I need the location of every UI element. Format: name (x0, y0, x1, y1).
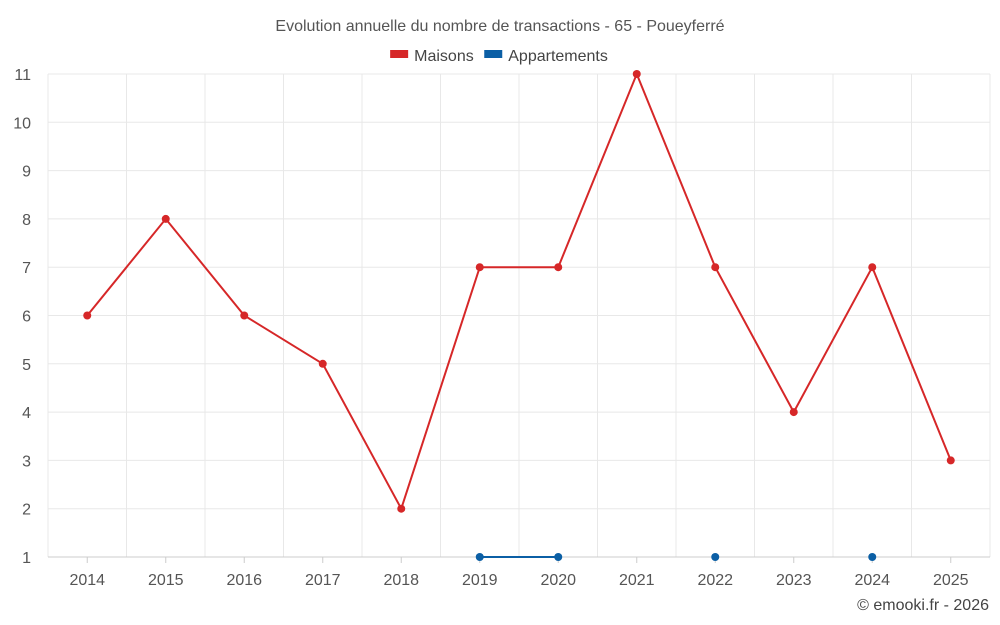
data-point[interactable] (83, 311, 92, 320)
data-point[interactable] (711, 263, 720, 272)
x-tick-label: 2023 (776, 572, 812, 589)
data-point[interactable] (554, 263, 563, 272)
grid (47, 73, 991, 557)
y-tick-label: 7 (22, 260, 31, 277)
y-tick-label: 3 (22, 453, 31, 470)
data-point[interactable] (711, 553, 720, 561)
axes: 1 2 3 4 5 6 7 8 9 10 11 2014 2015 2016 2017 2018 2019 202… (13, 67, 990, 589)
x-tick-label: 2015 (148, 572, 184, 589)
y-tick-label: 11 (14, 67, 31, 84)
data-point[interactable] (868, 553, 877, 561)
legend-label: Appartements (508, 48, 608, 65)
data-point[interactable] (946, 456, 955, 465)
legend-item[interactable]: Appartements (484, 48, 608, 65)
x-tick-label: 2020 (540, 572, 576, 589)
chart-title: Evolution annuelle du nombre de transact… (275, 18, 724, 35)
data-point[interactable] (868, 263, 877, 272)
x-tick-label: 2018 (383, 572, 419, 589)
series-line (86, 71, 952, 512)
data-point[interactable] (554, 553, 563, 561)
x-tick-label: 2017 (305, 572, 341, 589)
data-point[interactable] (789, 408, 798, 417)
x-tick-label: 2022 (697, 572, 733, 589)
data-point[interactable] (475, 263, 484, 272)
legend-item[interactable]: Maisons (390, 48, 474, 65)
y-tick-label: 6 (22, 309, 31, 326)
y-tick-label: 5 (22, 357, 31, 374)
x-tick-label: 2025 (933, 572, 969, 589)
x-tick-label: 2021 (619, 572, 655, 589)
x-tick-label: 2016 (226, 572, 262, 589)
y-tick-label: 10 (13, 115, 31, 132)
credit-text: © emooki.fr - 2026 (857, 597, 989, 614)
y-tick-label: 2 (22, 502, 31, 519)
series-appartements (475, 553, 877, 561)
legend-swatch (484, 50, 503, 58)
data-point[interactable] (240, 311, 249, 320)
legend-label: Maisons (414, 48, 474, 65)
data-point[interactable] (161, 214, 170, 223)
series-maisons (83, 70, 955, 513)
y-tick-label: 1 (22, 550, 31, 567)
legend: Maisons Appartements (390, 48, 608, 65)
x-tick-label: 2014 (69, 572, 105, 589)
x-tick-label: 2024 (854, 572, 890, 589)
y-tick-label: 8 (22, 212, 31, 229)
data-point[interactable] (632, 70, 641, 78)
series-layer (83, 70, 955, 561)
y-tick-label: 4 (22, 405, 31, 422)
data-point[interactable] (318, 359, 327, 368)
data-point[interactable] (397, 504, 406, 513)
y-tick-label: 9 (22, 164, 31, 181)
x-tick-label: 2019 (462, 572, 498, 589)
data-point[interactable] (475, 553, 484, 561)
legend-swatch (390, 50, 409, 58)
